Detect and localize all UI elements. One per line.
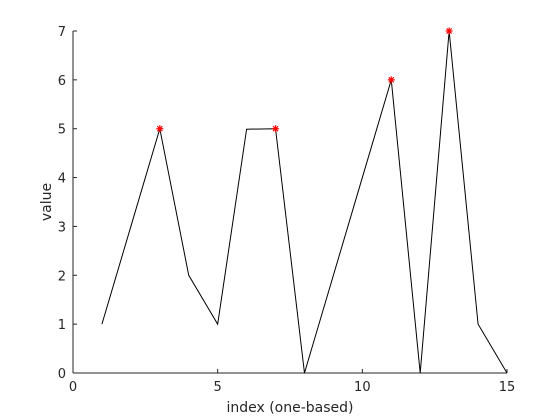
asterisk-stroke xyxy=(388,76,395,83)
x-tick-label: 0 xyxy=(69,380,77,395)
y-tick-label: 5 xyxy=(58,123,66,138)
series-group xyxy=(101,30,508,374)
asterisk-marker xyxy=(445,27,453,35)
y-tick-label: 2 xyxy=(58,269,66,284)
asterisk-marker xyxy=(156,125,164,133)
y-tick-label: 1 xyxy=(58,318,66,333)
y-tick-label: 7 xyxy=(58,25,66,40)
x-tick-label: 5 xyxy=(214,380,222,395)
asterisk-stroke xyxy=(446,28,453,34)
asterisk-marker xyxy=(387,76,395,84)
x-tick-label: 10 xyxy=(354,380,371,395)
x-tick-label: 15 xyxy=(499,380,516,395)
series-line-0 xyxy=(101,30,508,374)
asterisk-marker xyxy=(272,125,280,133)
y-tick-label: 0 xyxy=(58,367,66,382)
x-axis-label: index (one-based) xyxy=(226,400,353,416)
axes xyxy=(72,31,507,374)
asterisk-stroke xyxy=(272,125,279,132)
marker-group xyxy=(156,27,453,133)
y-tick-label: 6 xyxy=(58,74,66,89)
asterisk-stroke xyxy=(156,125,163,132)
tick-labels: 0 5 10 15 0 1 2 3 4 5 6 7 xyxy=(58,25,516,395)
y-axis-label: value xyxy=(39,183,55,221)
y-tick-label: 4 xyxy=(58,172,66,187)
y-tick-label: 3 xyxy=(58,220,66,235)
